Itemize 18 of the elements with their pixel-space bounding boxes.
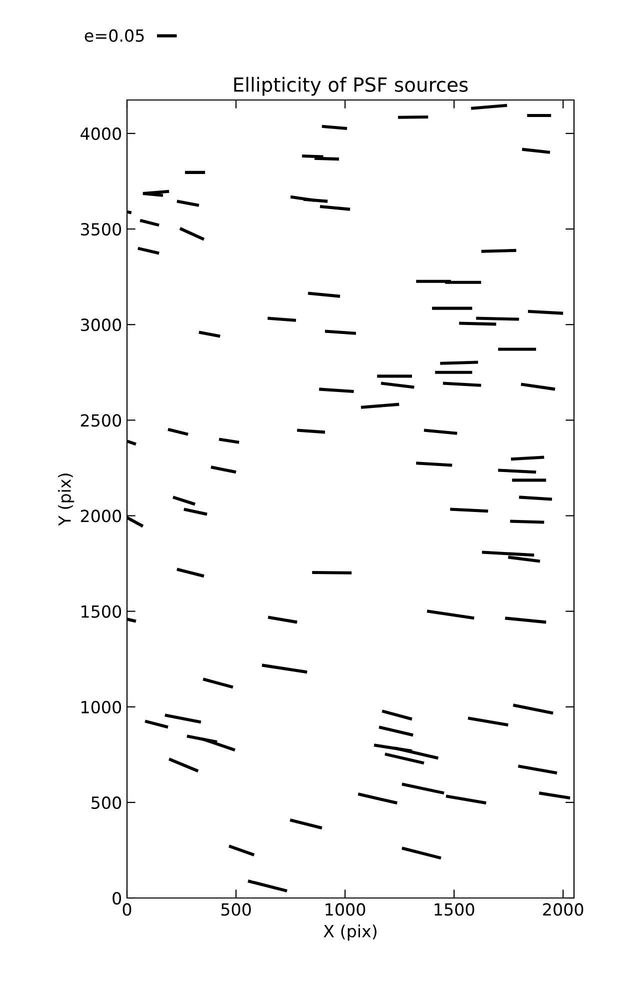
y-axis-title: Y (pix) bbox=[58, 474, 74, 526]
y-tick-label: 2500 bbox=[80, 414, 122, 427]
chart-title: Ellipticity of PSF sources bbox=[234, 76, 468, 96]
y-tick-label: 3500 bbox=[80, 222, 122, 236]
legend-label: e=0.05 bbox=[84, 29, 144, 42]
y-tick-label: 0 bbox=[112, 892, 122, 905]
y-tick-label: 500 bbox=[92, 796, 122, 809]
y-tick-label: 1500 bbox=[82, 605, 122, 618]
x-tick-label: 500 bbox=[221, 903, 251, 916]
x-tick-label: 1500 bbox=[434, 903, 474, 916]
x-tick-label: 0 bbox=[122, 903, 132, 916]
x-axis-title: X (pix) bbox=[324, 924, 376, 941]
x-tick-label: 2000 bbox=[543, 903, 584, 916]
x-tick-label: 1000 bbox=[326, 903, 366, 916]
y-tick-label: 3000 bbox=[80, 318, 122, 332]
y-tick-label: 4000 bbox=[80, 127, 122, 140]
y-tick-label: 2000 bbox=[80, 510, 122, 522]
y-tick-label: 1000 bbox=[82, 700, 122, 714]
